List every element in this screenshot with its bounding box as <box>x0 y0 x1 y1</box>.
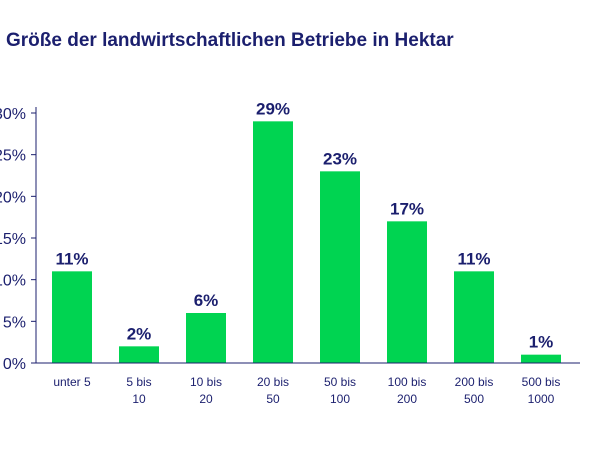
y-tick-label: 30% <box>0 106 26 123</box>
data-label: 17% <box>390 199 424 218</box>
x-tick-label-line: 5 bis <box>126 375 151 389</box>
x-tick-label: 10 bis 20 <box>190 375 222 406</box>
x-tick-label: unter 5 <box>53 375 91 389</box>
x-tick-label-line: 500 bis <box>522 375 561 389</box>
x-tick-label-line: 20 <box>199 392 213 406</box>
x-tick-label: 100 bis 200 <box>388 375 427 406</box>
data-label: 11% <box>55 249 88 268</box>
x-tick-label-line: 100 bis <box>388 375 427 389</box>
bar <box>320 171 360 363</box>
x-tick-label: 500 bis 1000 <box>522 375 561 406</box>
y-tick-label: 20% <box>0 189 26 206</box>
y-tick-label: 10% <box>0 273 26 290</box>
bar <box>387 221 427 363</box>
x-tick-label: 50 bis 100 <box>324 375 356 406</box>
data-label: 6% <box>194 291 219 310</box>
x-tick-label-line: 20 bis <box>257 375 289 389</box>
x-tick-label-line: 50 <box>266 392 280 406</box>
data-label: 2% <box>127 324 152 343</box>
y-tick-label: 0% <box>3 356 26 373</box>
data-label: 23% <box>323 149 357 168</box>
x-tick-label-line: 50 bis <box>324 375 356 389</box>
data-labels: 11% 2% 6% 29% 23% 17% 11% 1% <box>55 99 553 351</box>
bar <box>454 271 494 363</box>
chart-title: Größe der landwirtschaftlichen Betriebe … <box>6 30 454 51</box>
bars <box>52 121 561 363</box>
x-tick-label-line: 200 <box>397 392 417 406</box>
bar <box>521 354 561 363</box>
y-axis: 0% 5% 10% 15% 20% 25% 30% <box>0 106 37 373</box>
y-tick-label: 5% <box>3 314 26 331</box>
x-tick-label: 20 bis 50 <box>257 375 289 406</box>
data-label: 29% <box>256 99 290 118</box>
x-tick-label: 5 bis 10 <box>126 375 151 406</box>
bar <box>253 121 293 363</box>
y-tick-label: 25% <box>0 148 26 165</box>
bar <box>52 271 92 363</box>
x-tick-label-line: 500 <box>464 392 484 406</box>
data-label: 1% <box>529 333 554 352</box>
x-tick-label-line: 1000 <box>528 392 555 406</box>
x-tick-label-line: unter 5 <box>53 375 91 389</box>
y-tick-label: 15% <box>0 231 26 248</box>
data-label: 11% <box>457 249 490 268</box>
x-tick-label-line: 200 bis <box>455 375 494 389</box>
x-tick-label-line: 100 <box>330 392 350 406</box>
bar <box>119 346 159 363</box>
x-tick-label-line: 10 bis <box>190 375 222 389</box>
x-tick-label: 200 bis 500 <box>455 375 494 406</box>
bar <box>186 313 226 363</box>
x-axis: unter 5 5 bis 10 10 bis 20 20 bis 50 50 bis 100 1… <box>36 362 580 406</box>
x-tick-label-line: 10 <box>132 392 146 406</box>
